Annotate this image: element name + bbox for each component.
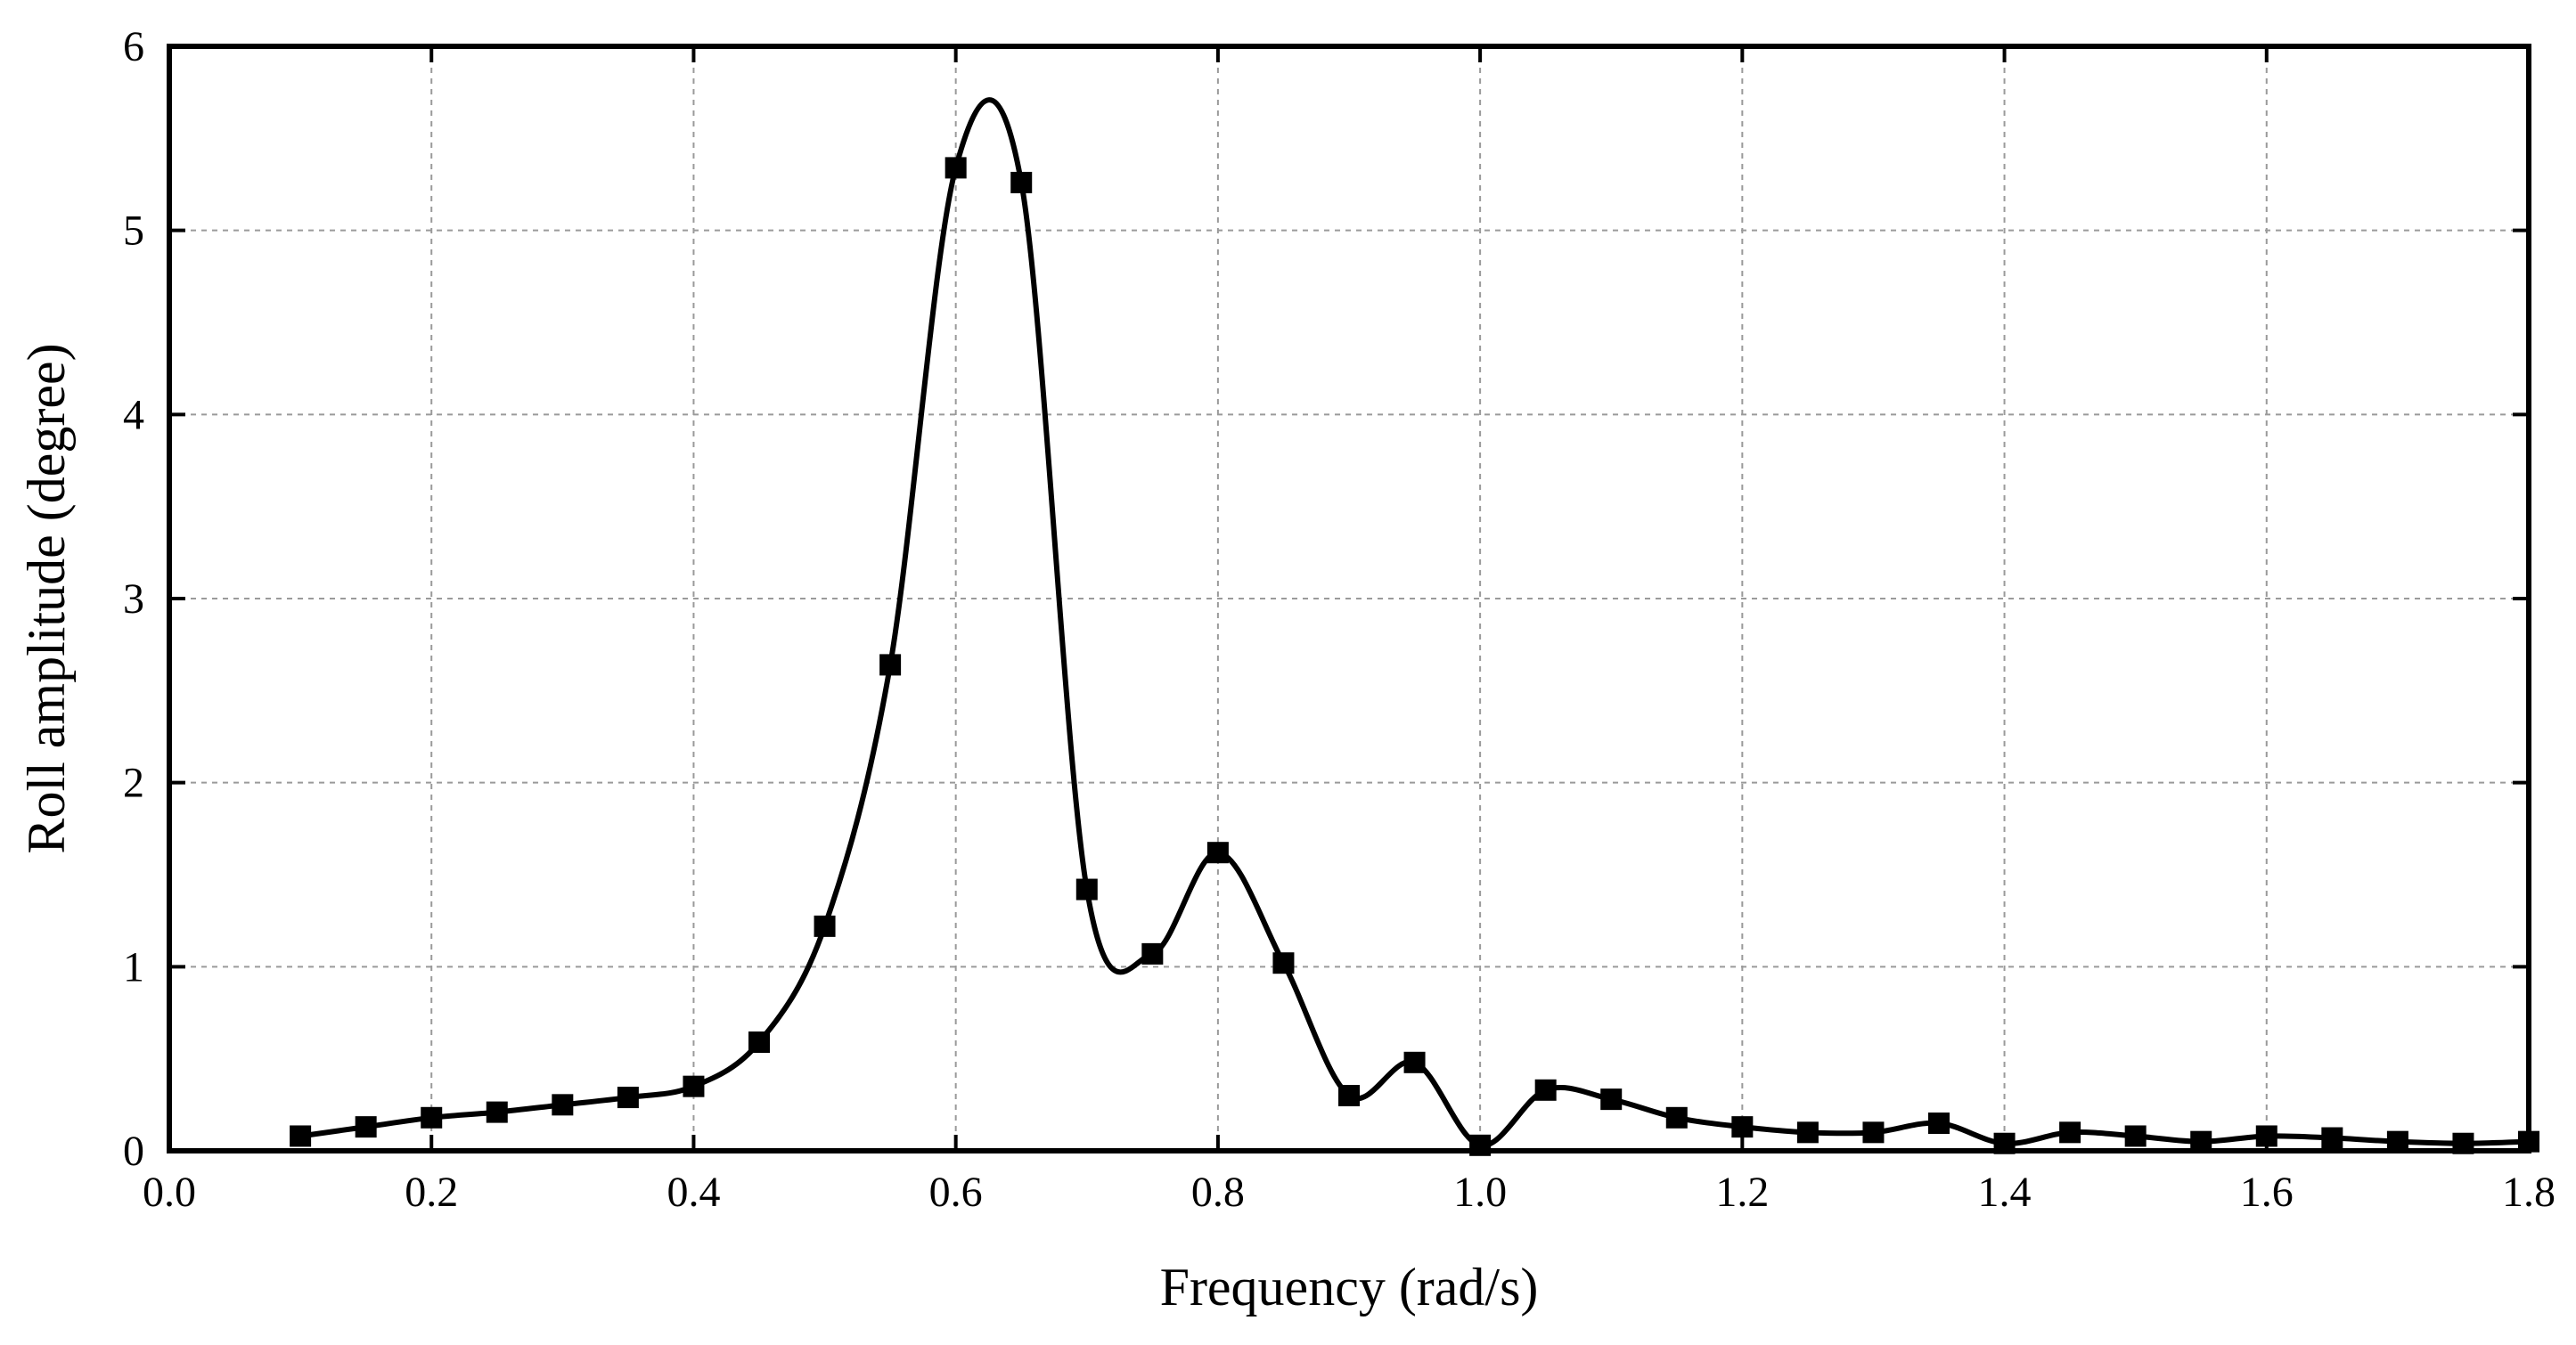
data-point-marker [1665, 1106, 1688, 1129]
data-point-marker [814, 915, 836, 937]
x-tick-label: 1.0 [1453, 1169, 1507, 1216]
data-point-marker [1206, 842, 1229, 864]
y-tick-label: 5 [123, 208, 144, 255]
y-tick-label: 6 [123, 23, 144, 70]
data-point-marker [683, 1075, 705, 1097]
data-point-marker [2321, 1127, 2343, 1149]
data-point-marker [2124, 1125, 2147, 1147]
x-tick-label: 1.4 [1978, 1169, 2032, 1216]
data-point-marker [355, 1116, 377, 1138]
data-point-marker [1862, 1121, 1885, 1144]
data-point-marker [1141, 942, 1164, 965]
x-tick-label: 1.8 [2502, 1169, 2556, 1216]
data-point-marker [1796, 1121, 1819, 1144]
data-point-marker [1731, 1116, 1754, 1138]
y-tick-label: 0 [123, 1128, 144, 1175]
x-tick-label: 1.2 [1715, 1169, 1769, 1216]
x-tick-label: 0.0 [143, 1169, 196, 1216]
data-point-marker [1928, 1113, 1950, 1134]
data-point-marker [1600, 1088, 1623, 1111]
x-axis-label: Frequency (rad/s) [1160, 1258, 1539, 1316]
data-point-marker [2059, 1121, 2081, 1144]
series-line [299, 97, 2530, 1148]
y-tick-label: 2 [123, 760, 144, 807]
series-layer [290, 97, 2539, 1156]
data-point-marker [421, 1106, 443, 1129]
data-point-marker [552, 1094, 574, 1116]
x-tick-label: 1.6 [2240, 1169, 2294, 1216]
tick-labels: 0.0 0.2 0.4 0.6 0.8 1.0 1.2 1.4 1.6 1.8 0 1 2 3 4 5 6 [123, 23, 2556, 1216]
data-point-marker [1075, 878, 1098, 901]
ticks [168, 45, 2531, 1153]
data-point-marker [879, 654, 902, 676]
data-point-marker [1010, 171, 1033, 193]
x-tick-label: 0.6 [929, 1169, 983, 1216]
data-point-marker [1534, 1079, 1557, 1101]
data-point-marker [1272, 952, 1295, 974]
data-point-marker [1403, 1051, 1426, 1073]
data-point-marker [945, 157, 967, 179]
data-point-marker [748, 1031, 770, 1054]
x-tick-label: 0.2 [405, 1169, 458, 1216]
y-tick-label: 1 [123, 943, 144, 990]
data-point-marker [486, 1101, 508, 1123]
grid [169, 46, 2529, 1151]
data-point-marker [617, 1087, 639, 1109]
y-axis-label: Roll amplitude (degree) [17, 343, 76, 853]
x-tick-label: 0.4 [666, 1169, 720, 1216]
data-point-marker [1338, 1085, 1360, 1106]
x-tick-label: 0.8 [1191, 1169, 1245, 1216]
data-point-marker [290, 1125, 312, 1147]
y-tick-label: 3 [123, 575, 144, 623]
y-tick-label: 4 [123, 391, 144, 438]
